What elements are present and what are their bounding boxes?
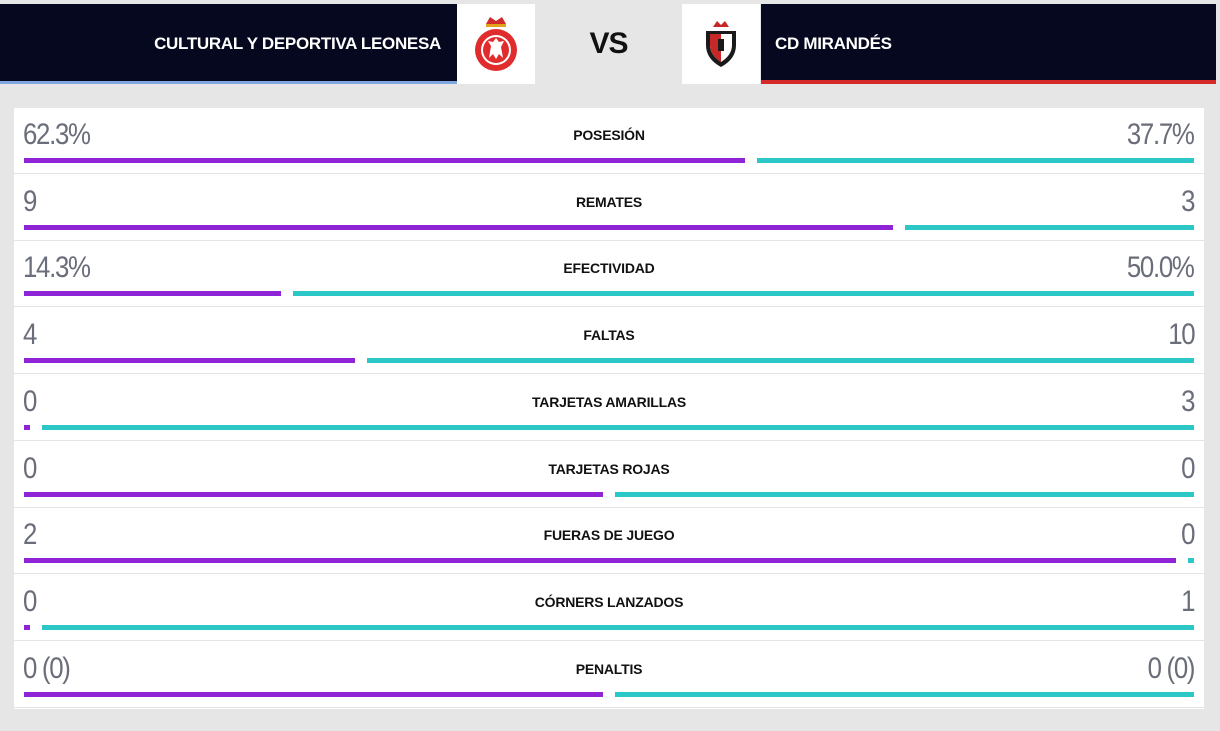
away-stat-bar <box>905 225 1194 230</box>
stat-row: 0 CÓRNERS LANZADOS 1 <box>14 575 1204 641</box>
home-stat-value: 0 <box>23 452 37 485</box>
stat-row: 62.3% POSESIÓN 37.7% <box>14 108 1204 174</box>
away-stat-value: 0 <box>1180 518 1195 551</box>
home-stat-bar <box>24 425 30 430</box>
away-stat-bar <box>1188 558 1194 563</box>
home-stat-bar <box>24 358 355 363</box>
home-stat-value: 0 <box>23 585 37 618</box>
home-stat-bar <box>24 492 603 497</box>
match-header: CULTURAL Y DEPORTIVA LEONESA VS CD MIRAN… <box>0 0 1220 84</box>
stat-label: REMATES <box>575 194 642 210</box>
stat-row: 0 TARJETAS ROJAS 0 <box>14 442 1204 508</box>
home-stat-bar <box>24 625 30 630</box>
home-team-name: CULTURAL Y DEPORTIVA LEONESA <box>154 34 441 53</box>
away-stat-value: 0 <box>1180 452 1195 485</box>
away-stat-bar <box>42 625 1194 630</box>
stat-row: 9 REMATES 3 <box>14 175 1204 241</box>
home-stat-bar <box>24 158 745 163</box>
away-stat-value: 50.0% <box>1127 251 1195 284</box>
stat-label: TARJETAS ROJAS <box>548 461 670 477</box>
home-stat-value: 2 <box>23 518 37 551</box>
away-stat-bar <box>615 492 1194 497</box>
cultural-leonesa-crest-icon <box>475 17 517 71</box>
away-stat-bar <box>615 692 1194 697</box>
home-crest-box <box>457 4 535 84</box>
stat-label: TARJETAS AMARILLAS <box>531 394 687 410</box>
home-stat-bar <box>24 225 893 230</box>
vs-label: VS <box>589 27 628 60</box>
stat-label: PENALTIS <box>575 661 643 677</box>
stat-row: 2 FUERAS DE JUEGO 0 <box>14 508 1204 574</box>
home-stat-value: 14.3% <box>23 251 91 284</box>
home-team-banner: CULTURAL Y DEPORTIVA LEONESA <box>0 4 457 84</box>
away-stat-bar <box>367 358 1194 363</box>
away-stat-value: 37.7% <box>1127 118 1195 151</box>
away-team-banner: CD MIRANDÉS <box>761 4 1216 84</box>
stat-label: FALTAS <box>583 327 635 343</box>
away-stat-bar <box>42 425 1194 430</box>
away-stat-value: 0 (0) <box>1147 652 1195 685</box>
away-stat-value: 3 <box>1180 385 1195 418</box>
stat-label: POSESIÓN <box>573 127 645 143</box>
away-crest-box <box>682 4 760 84</box>
stat-row: 0 TARJETAS AMARILLAS 3 <box>14 375 1204 441</box>
away-stat-value: 10 <box>1167 318 1195 351</box>
away-team-name: CD MIRANDÉS <box>775 34 892 53</box>
home-stat-value: 62.3% <box>23 118 91 151</box>
home-stat-value: 9 <box>23 185 37 218</box>
away-stat-value: 1 <box>1180 585 1195 618</box>
home-stat-value: 0 (0) <box>23 652 71 685</box>
mirandes-crest-icon <box>706 21 736 67</box>
away-stat-bar <box>293 291 1194 296</box>
home-stat-bar <box>24 558 1176 563</box>
away-stat-bar <box>757 158 1194 163</box>
stats-panel: 62.3% POSESIÓN 37.7% 9 REMATES 3 14.3% EFECTIVI… <box>14 108 1204 709</box>
home-stat-value: 4 <box>23 318 37 351</box>
home-stat-bar <box>24 692 603 697</box>
away-stat-value: 3 <box>1180 185 1195 218</box>
stat-row: 4 FALTAS 10 <box>14 308 1204 374</box>
home-stat-bar <box>24 291 281 296</box>
home-stat-value: 0 <box>23 385 37 418</box>
stat-label: FUERAS DE JUEGO <box>543 527 675 543</box>
stat-label: EFECTIVIDAD <box>563 260 655 276</box>
stat-label: CÓRNERS LANZADOS <box>534 594 684 610</box>
stat-row: 14.3% EFECTIVIDAD 50.0% <box>14 241 1204 307</box>
stat-row: 0 (0) PENALTIS 0 (0) <box>14 642 1204 708</box>
